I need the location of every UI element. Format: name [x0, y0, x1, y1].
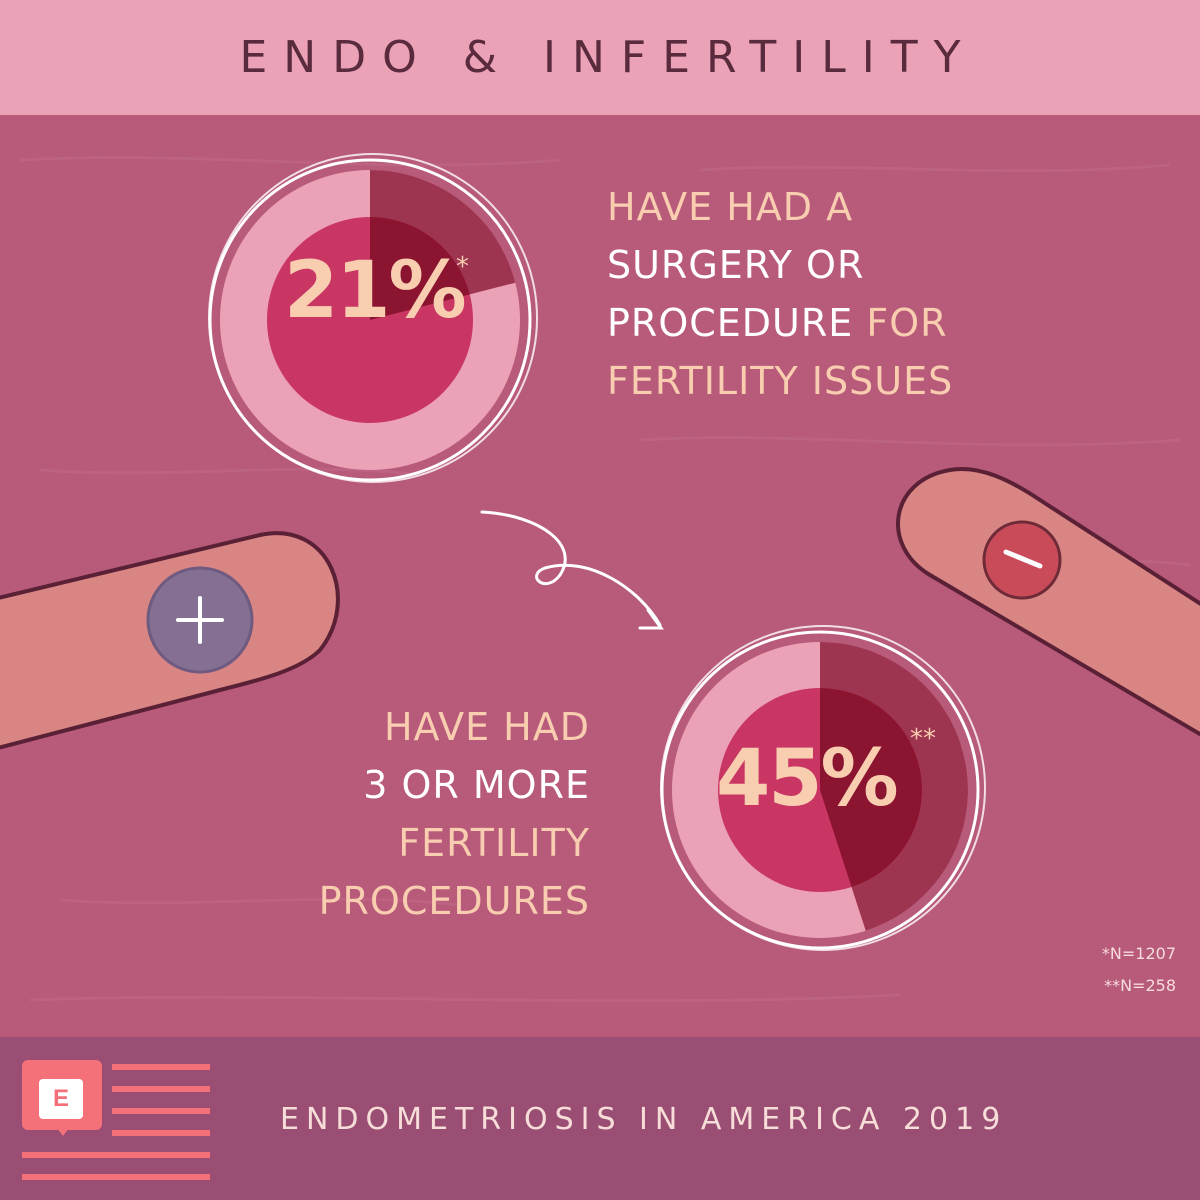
stat-caption-2: HAVE HAD 3 OR MORE FERTILITY PROCEDURES — [300, 698, 590, 930]
caption-text: PROCEDURE — [607, 301, 854, 345]
minus-fingertip-icon — [895, 467, 1200, 737]
caption-text: FERTILITY ISSUES — [607, 359, 954, 403]
pie-slice-inner — [820, 688, 922, 888]
caption-line: HAVE HAD — [300, 698, 590, 756]
caption-line: FERTILITY ISSUES — [607, 352, 953, 410]
caption-line: FERTILITY — [300, 814, 590, 872]
logo-tail — [54, 1124, 72, 1136]
header-bar: ENDO & INFERTILITY — [0, 0, 1200, 115]
stat-value-2: 45% — [716, 734, 899, 824]
caption-line: PROCEDURE FOR — [607, 294, 953, 352]
pie-slice-inner — [370, 217, 470, 320]
pie-chart-1 — [208, 153, 538, 483]
caption-text: HAVE HAD A — [607, 185, 854, 229]
pie-outline-sketch — [660, 625, 986, 951]
caption-text: HAVE HAD — [383, 705, 590, 749]
plus-fingertip-icon — [0, 531, 340, 750]
logo-stripe — [112, 1108, 210, 1114]
curly-arrow-icon — [480, 510, 664, 630]
caption-text: SURGERY OR — [607, 243, 865, 287]
footnote-2: **N=258 — [1104, 976, 1176, 995]
footnote-1: *N=1207 — [1101, 944, 1176, 963]
caption-suffix: FOR — [853, 301, 948, 345]
logo-stripe — [22, 1152, 210, 1158]
logo-letter: E — [39, 1079, 83, 1119]
logo-stripe — [22, 1174, 210, 1180]
logo-stripe — [112, 1130, 210, 1136]
caption-line: SURGERY OR — [607, 236, 953, 294]
logo-stripe — [112, 1064, 210, 1070]
stat-marker-2: ** — [910, 724, 936, 754]
stat-value-1: 21% — [284, 246, 467, 336]
logo-stripe — [112, 1086, 210, 1092]
brush-texture — [19, 156, 1191, 1003]
footer-title: ENDOMETRIOSIS IN AMERICA 2019 — [280, 1102, 1008, 1137]
stat-marker-1: * — [456, 252, 469, 282]
caption-text: FERTILITY — [398, 821, 590, 865]
caption-line: HAVE HAD A — [607, 178, 953, 236]
pie-outline-sketch — [208, 153, 538, 483]
caption-line: PROCEDURES — [300, 872, 590, 930]
caption-text: PROCEDURES — [318, 879, 590, 923]
caption-line: 3 OR MORE — [300, 756, 590, 814]
pie-chart-2 — [660, 625, 986, 951]
page-title: ENDO & INFERTILITY — [239, 32, 977, 83]
stat-caption-1: HAVE HAD A SURGERY OR PROCEDURE FOR FERTILI… — [607, 178, 953, 410]
caption-text: 3 OR MORE — [363, 763, 590, 807]
